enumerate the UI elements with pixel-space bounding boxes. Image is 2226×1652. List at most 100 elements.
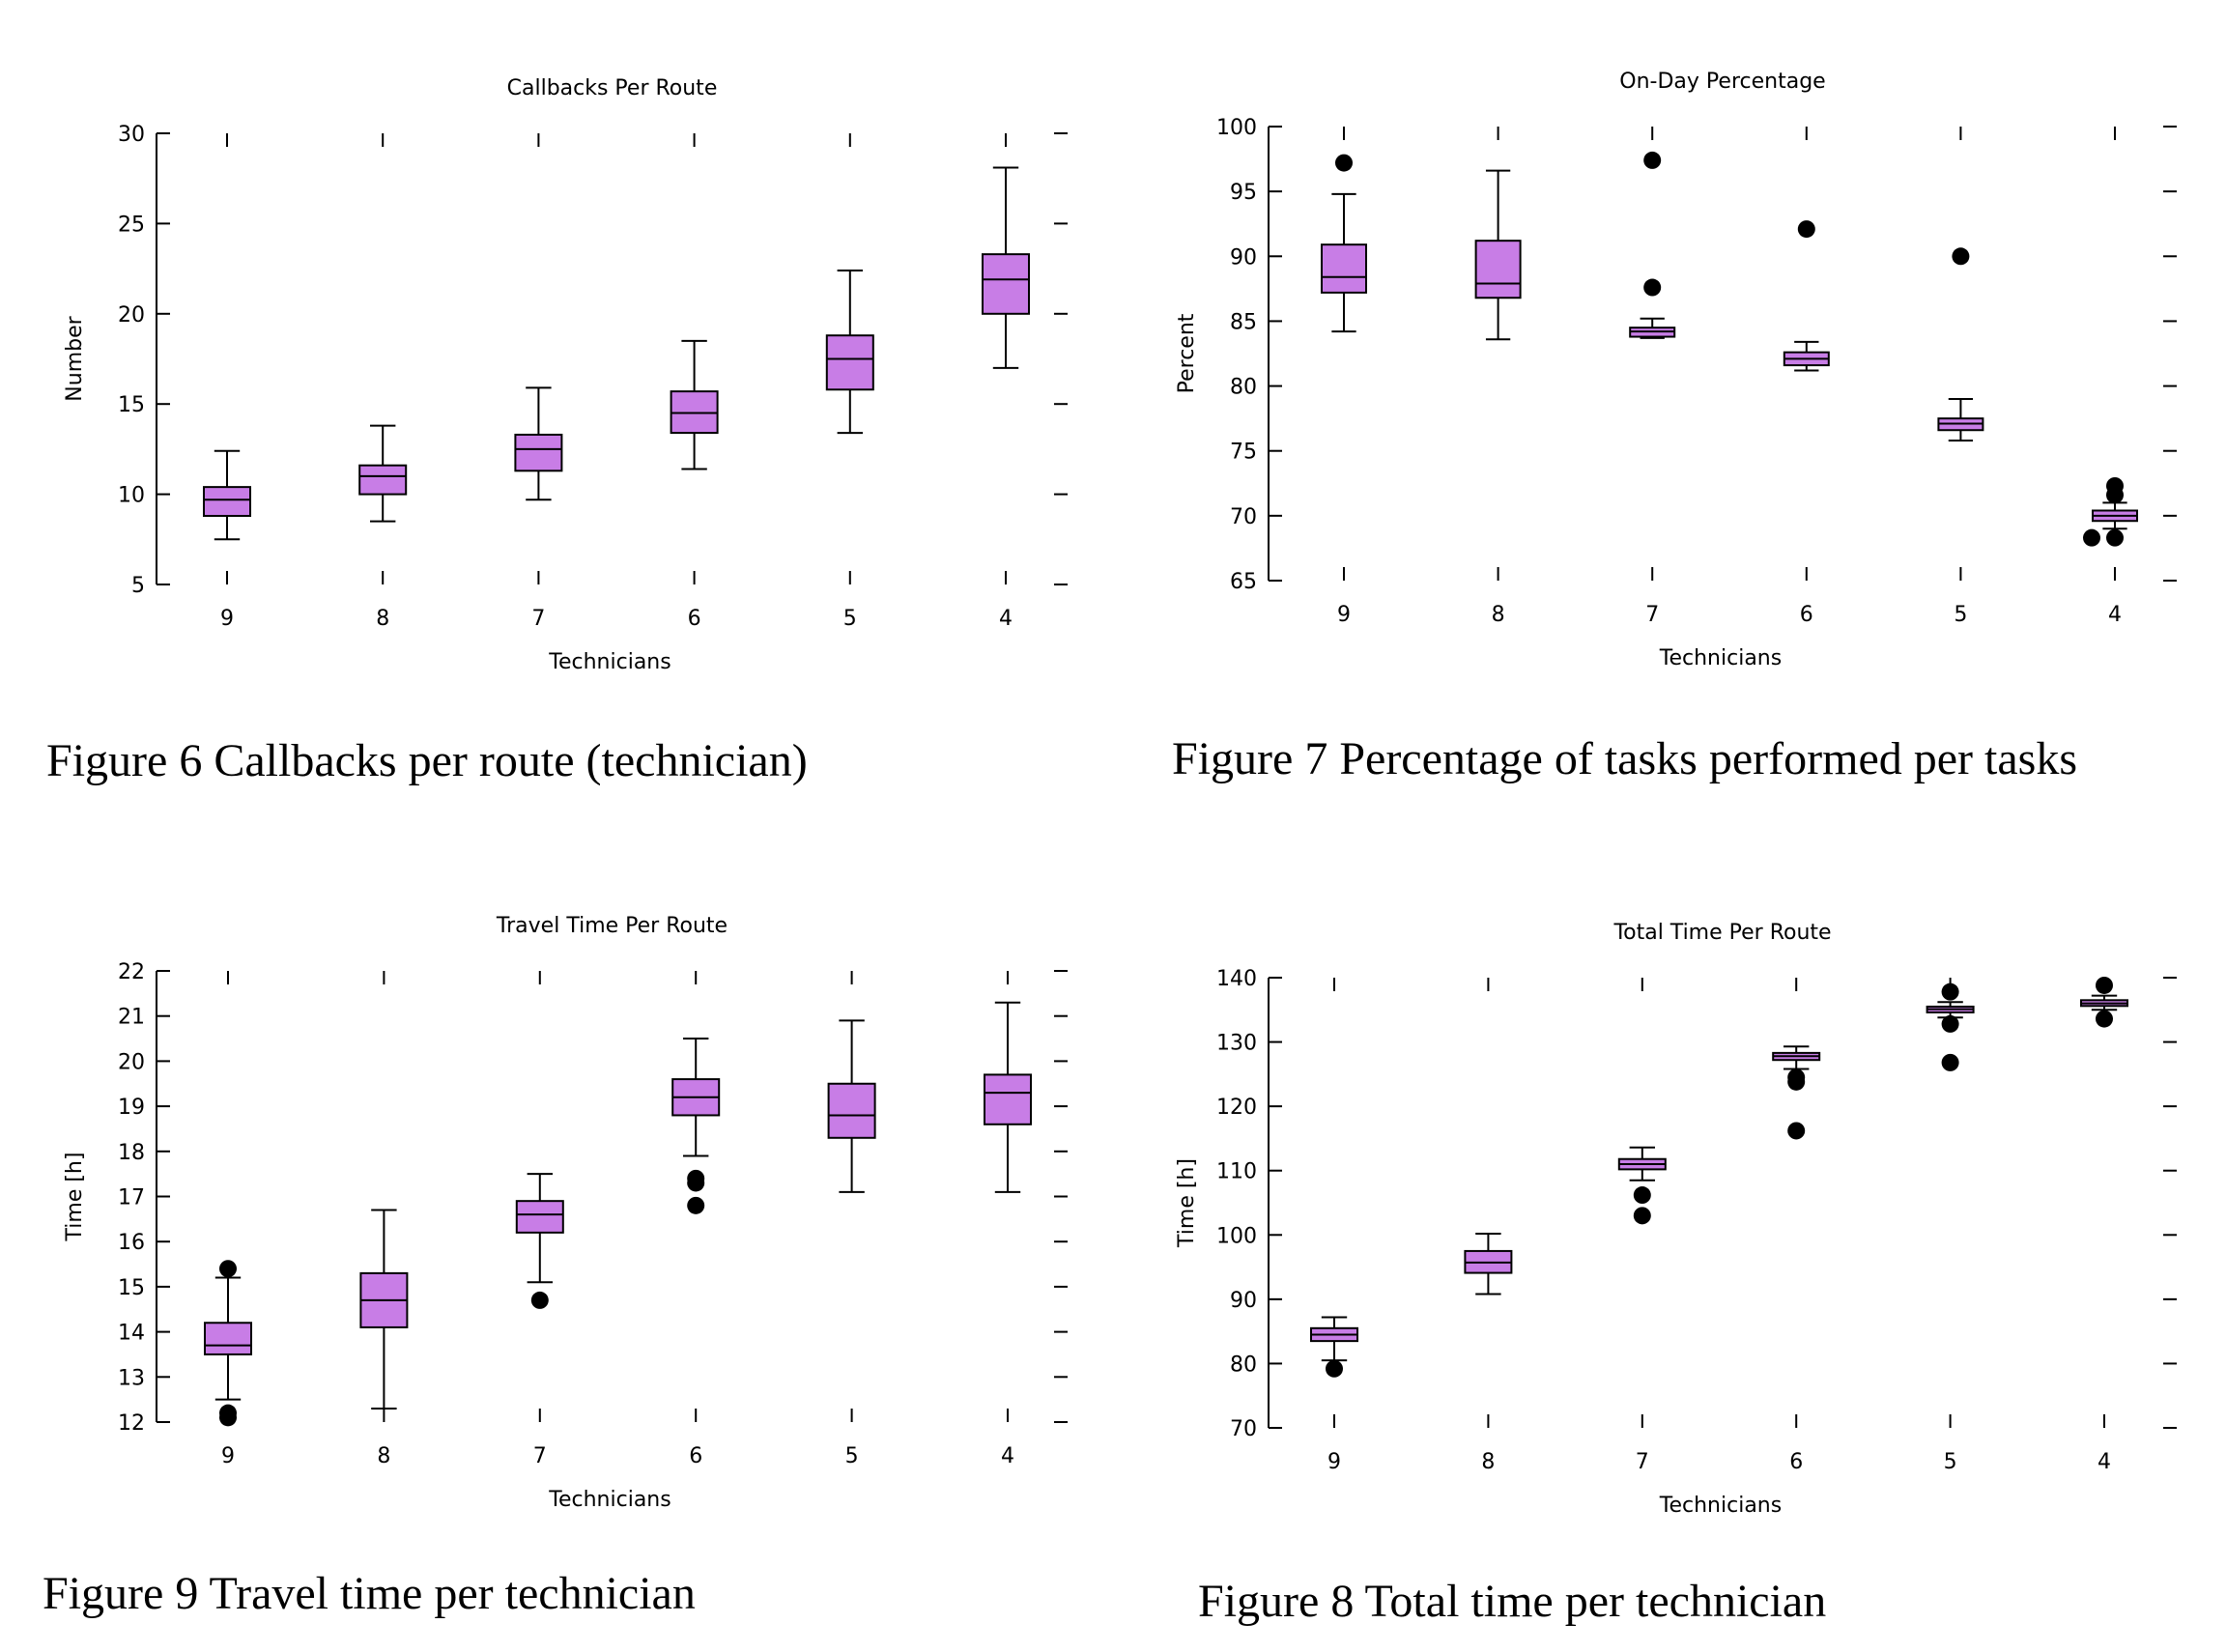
y-tick-label: 30 xyxy=(118,123,145,147)
y-tick-label: 13 xyxy=(118,1366,145,1390)
outlier-point xyxy=(687,1174,705,1192)
y-tick-label: 20 xyxy=(118,1050,145,1074)
box-iqr xyxy=(515,1200,564,1234)
x-tick-label: 6 xyxy=(688,607,701,631)
box-8 xyxy=(358,424,408,523)
outlier-point xyxy=(2096,1010,2113,1028)
y-tick-label: 130 xyxy=(1216,1032,1257,1056)
y-tick-label: 65 xyxy=(1230,570,1257,594)
y-tick-label: 5 xyxy=(131,574,145,598)
outlier-point xyxy=(1643,278,1662,297)
box-6 xyxy=(670,339,719,470)
y-tick-label: 15 xyxy=(118,1276,145,1300)
y-tick-label: 12 xyxy=(118,1411,145,1436)
box-iqr xyxy=(1321,243,1367,294)
figure-9-caption: Figure 9 Travel time per technician xyxy=(43,1568,696,1619)
x-tick-label: 9 xyxy=(220,607,234,631)
x-tick-label: 5 xyxy=(845,1444,859,1468)
x-tick-label: 6 xyxy=(1789,1450,1803,1474)
y-tick-label: 70 xyxy=(1230,1417,1257,1441)
x-tick-label: 4 xyxy=(2108,603,2122,627)
chart-title: Total Time Per Route xyxy=(1612,921,1831,945)
outlier-point xyxy=(219,1260,237,1278)
x-tick-label: 7 xyxy=(533,1444,547,1468)
box-4 xyxy=(982,166,1030,369)
y-tick-label: 18 xyxy=(118,1141,145,1165)
figure-7-caption: Figure 7 Percentage of tasks performed p… xyxy=(1172,733,2078,784)
x-axis-label: Technicians xyxy=(1659,1494,1782,1518)
box-9 xyxy=(203,449,251,541)
box-5 xyxy=(1926,983,1975,1071)
box-7 xyxy=(1629,151,1676,339)
box-9 xyxy=(204,1260,252,1427)
figure-8-caption: Figure 8 Total time per technician xyxy=(1198,1576,1827,1627)
box-5 xyxy=(827,1019,876,1193)
x-tick-label: 6 xyxy=(689,1444,702,1468)
outlier-point xyxy=(1335,154,1353,172)
outlier-point xyxy=(1787,1122,1806,1140)
y-tick-label: 80 xyxy=(1230,376,1257,400)
x-tick-label: 8 xyxy=(376,607,389,631)
x-tick-label: 7 xyxy=(1636,1450,1649,1474)
y-tick-label: 100 xyxy=(1216,1224,1257,1248)
y-axis-label: Time [h] xyxy=(63,1153,87,1242)
box-iqr xyxy=(984,1073,1032,1125)
outlier-point xyxy=(1633,1186,1651,1205)
y-axis-label: Percent xyxy=(1175,313,1199,393)
outlier-point xyxy=(2096,976,2113,994)
box-iqr xyxy=(204,1322,252,1355)
box-9 xyxy=(1310,1316,1358,1378)
x-tick-label: 5 xyxy=(1944,1450,1957,1474)
x-axis-label: Technicians xyxy=(548,650,671,674)
chart-title: On-Day Percentage xyxy=(1619,70,1825,94)
x-tick-label: 9 xyxy=(1327,1450,1341,1474)
outlier-point xyxy=(1941,1053,1959,1071)
outlier-point xyxy=(1633,1207,1651,1225)
x-tick-label: 8 xyxy=(377,1444,390,1468)
box-9 xyxy=(1321,154,1367,333)
box-iqr xyxy=(827,1082,876,1139)
y-tick-label: 75 xyxy=(1230,441,1257,465)
outlier-point xyxy=(1643,151,1662,169)
y-tick-label: 10 xyxy=(118,484,145,508)
y-tick-label: 20 xyxy=(118,303,145,328)
box-iqr xyxy=(514,433,563,472)
x-tick-label: 9 xyxy=(221,1444,235,1468)
chart-1: Callbacks Per Route 5 10 15 20 25 30 Number 9 8 7 6… xyxy=(63,76,1068,674)
y-tick-label: 16 xyxy=(118,1231,145,1255)
y-tick-label: 90 xyxy=(1230,1289,1257,1313)
outlier-point xyxy=(2106,486,2124,504)
x-tick-label: 4 xyxy=(2098,1450,2111,1474)
y-tick-label: 90 xyxy=(1230,245,1257,270)
box-7 xyxy=(514,386,563,501)
outlier-point xyxy=(1326,1359,1343,1378)
x-tick-label: 4 xyxy=(1001,1444,1014,1468)
outlier-point xyxy=(1797,220,1815,239)
chart-title: Travel Time Per Route xyxy=(496,914,728,938)
box-4 xyxy=(2080,976,2128,1028)
x-tick-label: 9 xyxy=(1337,603,1351,627)
box-4 xyxy=(984,1001,1032,1193)
y-tick-label: 110 xyxy=(1216,1160,1257,1184)
x-tick-label: 4 xyxy=(999,607,1013,631)
x-tick-label: 7 xyxy=(1645,603,1659,627)
y-tick-label: 25 xyxy=(118,213,145,237)
y-tick-label: 21 xyxy=(118,1006,145,1030)
outlier-point xyxy=(1941,1014,1959,1033)
y-tick-label: 19 xyxy=(118,1096,145,1120)
box-iqr xyxy=(825,334,874,391)
box-iqr xyxy=(1474,240,1522,299)
y-axis-label: Number xyxy=(63,315,87,401)
box-iqr xyxy=(203,486,251,518)
x-tick-label: 5 xyxy=(1954,603,1967,627)
box-8 xyxy=(359,1209,409,1410)
box-5 xyxy=(825,269,874,435)
chart-3: Travel Time Per Route 12 13 14 15 16 17 18 19 20 2… xyxy=(63,914,1068,1512)
outlier-point xyxy=(2083,528,2100,547)
outlier-point xyxy=(1787,1072,1806,1091)
x-tick-label: 8 xyxy=(1481,1450,1495,1474)
x-axis-label: Technicians xyxy=(1659,646,1782,670)
chart-2: On-Day Percentage65707580859095100Percen… xyxy=(1175,70,2177,670)
box-8 xyxy=(1464,1232,1513,1296)
